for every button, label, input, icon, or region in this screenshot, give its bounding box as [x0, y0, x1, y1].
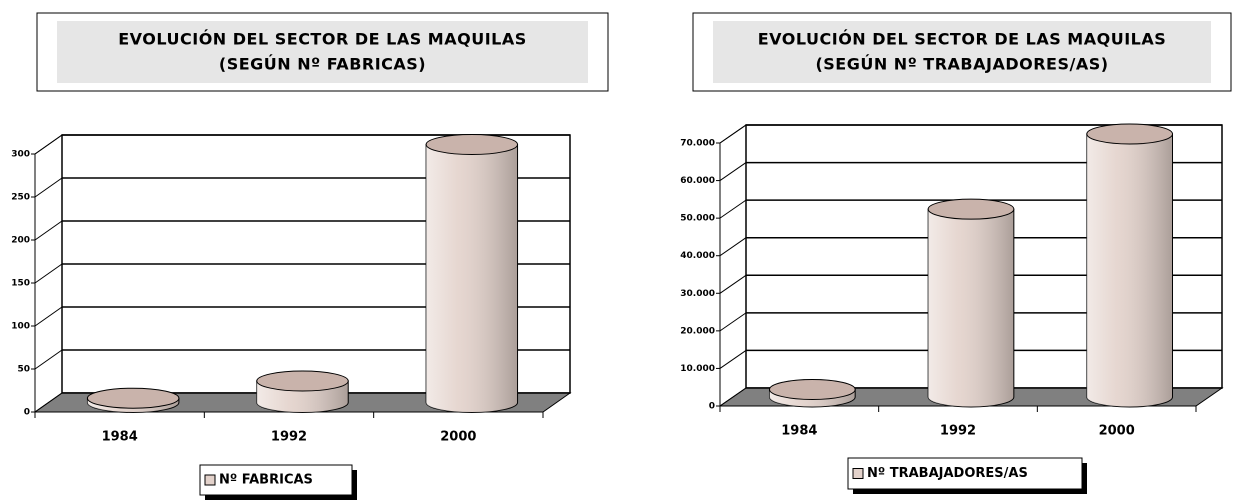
bar-shade	[1086, 134, 1173, 407]
chart-subtitle: (SEGÚN Nº TRABAJADORES/AS)	[815, 55, 1108, 74]
y-tick-label: 70.000	[680, 139, 715, 149]
y-tick-label: 150	[11, 279, 30, 289]
y-tick-label: 50	[17, 365, 30, 375]
y-tick-label: 100	[11, 322, 30, 332]
legend-box	[199, 464, 353, 496]
bar-top	[256, 370, 349, 392]
y-tick-label: 20.000	[680, 326, 715, 336]
y-tick-label: 200	[11, 236, 30, 246]
y-tick-label: 0	[709, 402, 715, 412]
chart-title: EVOLUCIÓN DEL SECTOR DE LAS MAQUILAS	[118, 30, 527, 49]
y-tick-label: 0	[24, 408, 30, 418]
grid-line-side	[34, 134, 63, 155]
chart-subtitle: (SEGÚN Nº FABRICAS)	[219, 55, 426, 74]
grid-line-side	[719, 387, 747, 407]
grid-line-side	[34, 306, 63, 327]
title-bg	[57, 21, 588, 83]
bar-top	[425, 134, 519, 155]
grid-line-side	[34, 349, 63, 370]
grid-line-side	[719, 237, 747, 257]
x-tick-label: 1992	[271, 430, 307, 445]
x-tick-label: 1984	[102, 430, 138, 445]
y-tick-label: 50.000	[680, 214, 715, 224]
y-tick-label: 300	[11, 150, 30, 160]
y-tick-label: 40.000	[680, 251, 715, 261]
bar-top	[927, 198, 1015, 220]
title-bg	[713, 21, 1211, 83]
grid-line-side	[719, 199, 747, 219]
bar-top	[1086, 123, 1174, 145]
legend-label: Nº TRABAJADORES/AS	[867, 466, 1028, 481]
bar-shade	[426, 144, 518, 413]
grid-line-side	[34, 220, 63, 241]
chart-title: EVOLUCIÓN DEL SECTOR DE LAS MAQUILAS	[758, 30, 1167, 49]
x-tick-label: 1984	[781, 424, 817, 439]
grid-line-side	[34, 177, 63, 198]
legend-box	[847, 457, 1083, 490]
grid-line-side	[34, 392, 63, 413]
bar-top	[86, 387, 180, 409]
grid-line-side	[719, 124, 747, 144]
grid-line-side	[719, 274, 747, 294]
y-tick-label: 60.000	[680, 176, 715, 186]
legend-swatch	[204, 474, 216, 486]
x-tick-label: 1992	[940, 424, 976, 439]
grid-line-side	[719, 162, 747, 181]
bar-top	[768, 378, 856, 400]
legend-label: Nº FABRICAS	[219, 473, 313, 488]
grid-line-side	[719, 350, 747, 369]
grid-line-side	[34, 263, 63, 284]
y-tick-label: 250	[11, 193, 30, 203]
legend-swatch	[852, 468, 864, 479]
bar-shade	[928, 209, 1014, 407]
y-tick-label: 10.000	[680, 364, 715, 374]
x-tick-label: 2000	[440, 430, 476, 445]
x-tick-label: 2000	[1099, 424, 1135, 439]
grid-line-side	[719, 312, 747, 332]
y-tick-label: 30.000	[680, 289, 715, 299]
